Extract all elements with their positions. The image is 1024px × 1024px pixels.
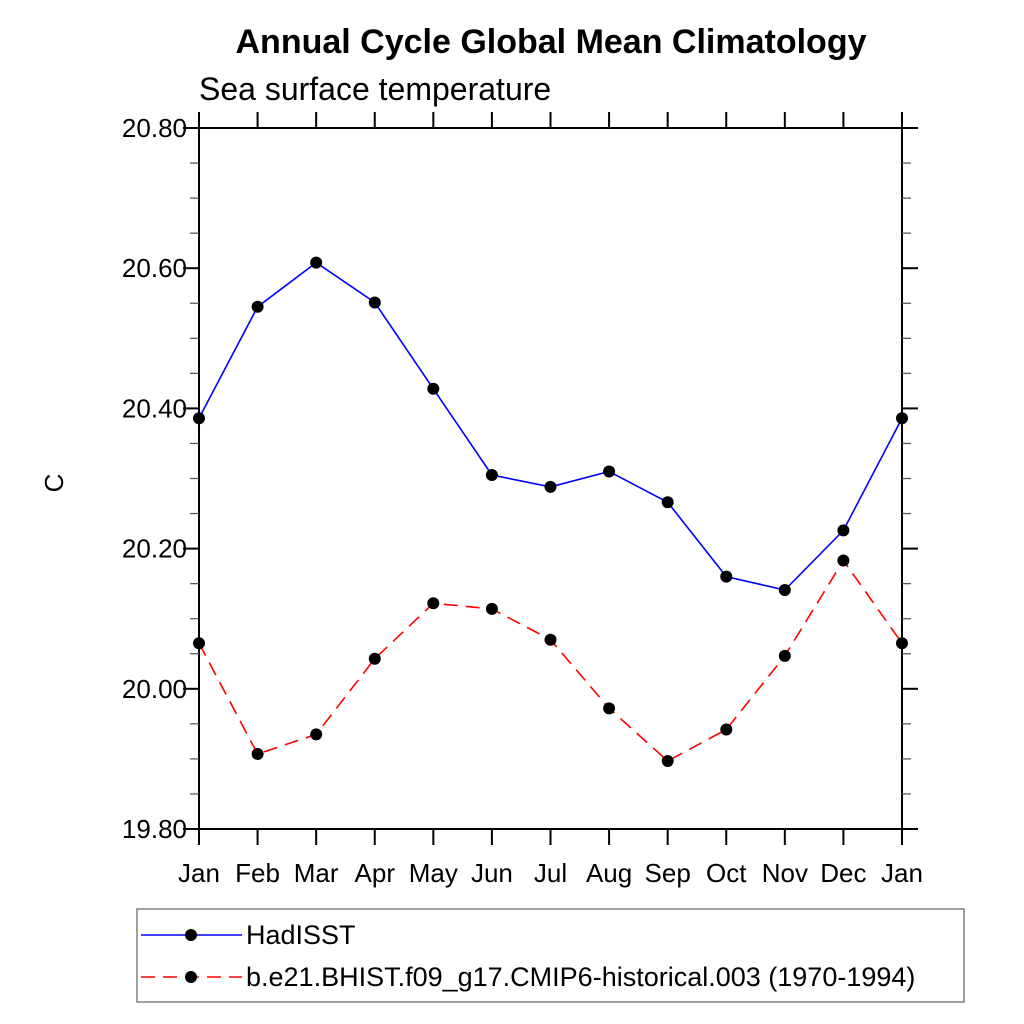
y-tick-label: 20.40 [122, 393, 187, 423]
x-tick-label: Nov [762, 858, 808, 888]
data-point-marker [368, 652, 381, 665]
data-point-marker [544, 633, 557, 646]
data-point-marker [485, 469, 498, 481]
data-point-marker [485, 602, 498, 615]
data-point-marker [427, 597, 440, 610]
y-tick-label: 19.80 [122, 814, 187, 844]
y-axis-label: C [39, 474, 69, 493]
y-tick-label: 20.00 [122, 674, 187, 704]
x-tick-label: Feb [235, 858, 280, 888]
data-point-marker [603, 465, 616, 478]
plot-area: Jan Feb Mar Apr May Jun Jul Aug Sep Oct Nov Dec Jan 1… [122, 112, 923, 888]
x-tick-label: Oct [706, 858, 747, 888]
data-point-marker [661, 496, 674, 509]
data-point-marker [720, 570, 733, 583]
series-line-0 [198, 261, 903, 591]
data-point-marker [720, 723, 733, 736]
data-point-marker [251, 748, 264, 760]
legend-box [136, 908, 965, 1003]
x-tick-label: Sep [645, 858, 691, 888]
legend-label-model: b.e21.BHIST.f09_g17.CMIP6-historical.003… [246, 962, 915, 992]
x-tick-label: Apr [355, 858, 396, 888]
data-point-marker [310, 256, 323, 269]
data-point-marker [193, 637, 205, 650]
legend-marker-model [185, 971, 197, 983]
data-point-marker [896, 412, 908, 425]
data-point-marker [837, 524, 850, 537]
data-point-marker [544, 480, 557, 493]
legend-label-hadisst: HadISST [246, 920, 356, 950]
x-tick-label: Jan [881, 858, 923, 888]
chart-subtitle: Sea surface temperature [199, 71, 551, 107]
x-tick-label: Jun [471, 858, 513, 888]
data-point-marker [661, 755, 674, 767]
legend: HadISST b.e21.BHIST.f09_g17.CMIP6-histor… [136, 908, 965, 1003]
data-point-marker [427, 382, 440, 395]
series-line-1 [198, 559, 903, 762]
data-point-marker [310, 728, 323, 741]
x-tick-label: May [409, 858, 458, 888]
x-tick-label: Dec [820, 858, 866, 888]
data-point-marker [251, 300, 264, 313]
x-tick-label: Mar [294, 858, 339, 888]
data-point-marker [603, 702, 616, 715]
x-tick-label: Jul [534, 858, 567, 888]
legend-marker-hadisst [185, 929, 197, 941]
data-point-marker [896, 637, 908, 650]
data-point-marker [837, 554, 850, 567]
y-tick-label: 20.80 [122, 113, 187, 143]
data-point-marker [368, 296, 381, 309]
data-point-marker [778, 649, 791, 662]
chart-title: Annual Cycle Global Mean Climatology [236, 23, 867, 61]
x-tick-label: Aug [586, 858, 632, 888]
y-tick-label: 20.20 [122, 534, 187, 564]
data-point-marker [193, 412, 205, 425]
x-tick-label: Jan [178, 858, 220, 888]
plot-frame [198, 127, 903, 830]
y-tick-label: 20.60 [122, 253, 187, 283]
data-point-marker [778, 584, 791, 596]
